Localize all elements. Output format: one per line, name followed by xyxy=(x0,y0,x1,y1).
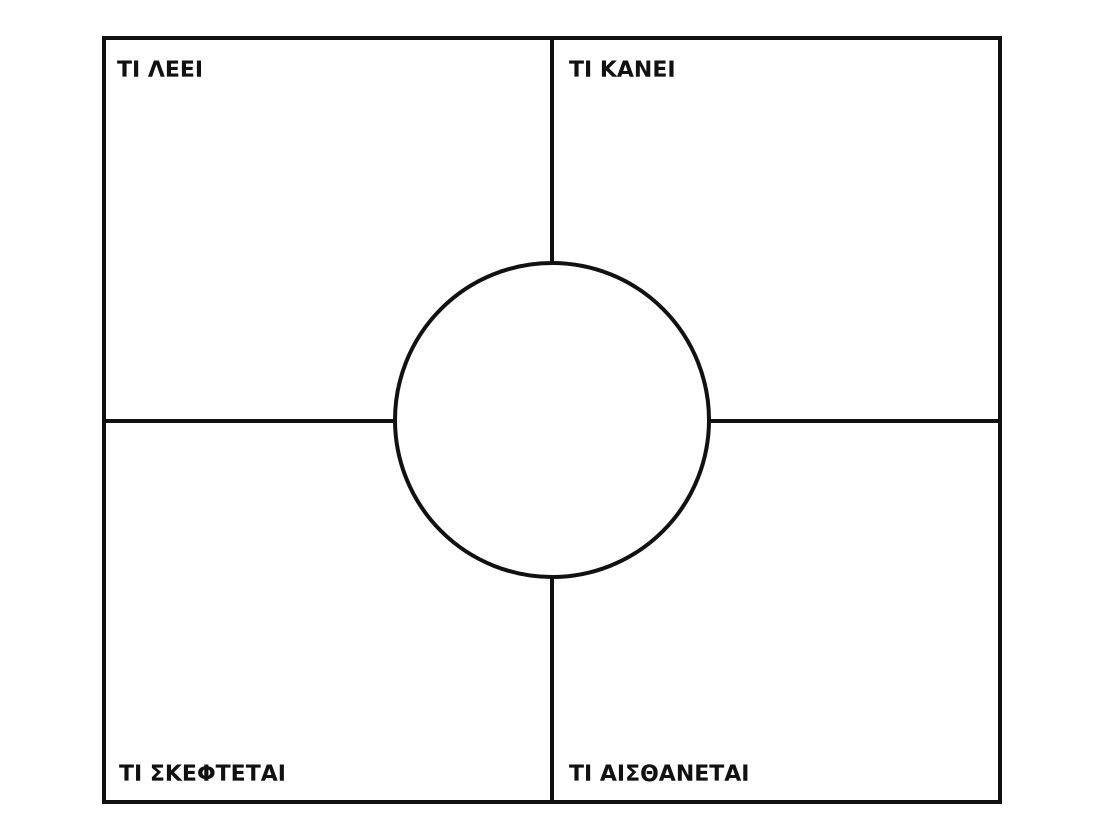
quadrant-label-does: ΤΙ ΚΑΝΕΙ xyxy=(569,58,676,83)
quadrant-label-thinks: ΤΙ ΣΚΕΦΤΕΤΑΙ xyxy=(119,762,286,787)
center-circle xyxy=(393,261,711,579)
quadrant-label-feels: ΤΙ ΑΙΣΘΑΝΕΤΑΙ xyxy=(569,762,750,787)
quadrant-label-says: ΤΙ ΛΕΕΙ xyxy=(117,58,204,83)
